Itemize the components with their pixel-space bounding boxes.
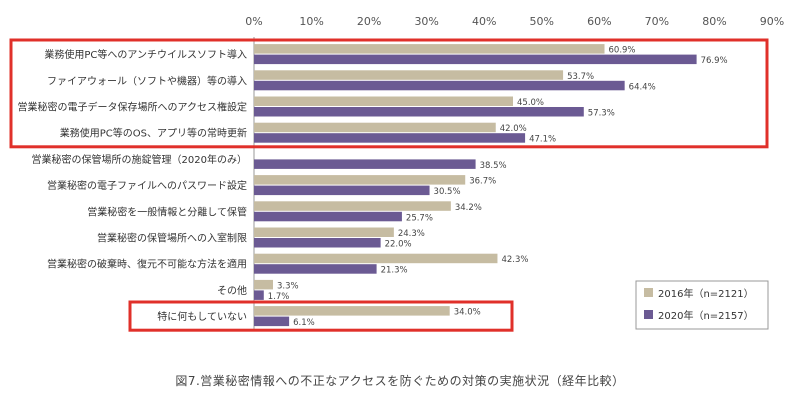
bar-value-label: 42.0% <box>500 124 527 134</box>
bar-2020 <box>254 264 377 274</box>
figure-caption: 図7.営業秘密情報への不正なアクセスを防ぐための対策の実施状況（経年比較） <box>175 374 625 388</box>
bar-value-label: 34.2% <box>455 203 482 213</box>
category-label: 営業秘密の破棄時、復元不可能な方法を適用 <box>47 258 247 271</box>
bar-2016 <box>254 44 605 54</box>
x-axis-ticks: 0% 10% 20% 30% 40% 50% 60% 70% 80% 90% <box>245 15 784 28</box>
legend: 2016年（n=2121） 2020年（n=2157） <box>635 280 769 330</box>
legend-box <box>635 280 769 330</box>
bar-value-label: 76.9% <box>701 56 728 66</box>
category-label: その他 <box>217 284 247 297</box>
legend-label: 2020年（n=2157） <box>658 309 754 322</box>
bar-2016 <box>254 201 451 211</box>
bar-value-label: 36.7% <box>469 177 496 187</box>
bar-value-label: 38.5% <box>480 161 507 171</box>
legend-label: 2016年（n=2121） <box>658 287 754 300</box>
bar-2016 <box>254 253 498 264</box>
bar-2020 <box>254 80 625 91</box>
bar-value-label: 1.7% <box>268 292 290 302</box>
bar-value-label: 57.3% <box>588 109 615 119</box>
bar-2016 <box>254 306 450 316</box>
bar-value-label: 30.5% <box>434 187 461 197</box>
category-label: 業務使用PC等のOS、アプリ等の常時更新 <box>60 127 247 140</box>
x-tick-label: 30% <box>414 15 438 28</box>
category-label: 営業秘密の保管場所への入室制限 <box>97 232 247 245</box>
highlight-box <box>9 38 769 149</box>
category-label: 営業秘密を一般情報と分離して保管 <box>87 205 247 218</box>
x-tick-label: 60% <box>587 15 611 28</box>
category-label: 営業秘密の電子ファイルへのパスワード設定 <box>47 179 247 192</box>
bar-value-label: 6.1% <box>293 318 315 328</box>
x-tick-label: 40% <box>472 15 496 28</box>
bar-value-label: 47.1% <box>529 135 556 145</box>
bar-2016 <box>254 70 564 80</box>
category-label: 特に何もしていない <box>157 310 247 323</box>
x-tick-label: 70% <box>645 15 669 28</box>
bar-2016 <box>254 122 496 133</box>
category-label: ファイアウォール（ソフトや機器）等の導入 <box>47 74 247 87</box>
x-tick-label: 50% <box>530 15 554 28</box>
category-label: 営業秘密の保管場所の施錠管理（2020年のみ） <box>32 153 247 166</box>
category-labels: 業務使用PC等へのアンチウイルスソフト導入ファイアウォール（ソフトや機器）等の導… <box>18 48 248 323</box>
bar-value-label: 64.4% <box>629 82 656 92</box>
x-tick-label: 10% <box>299 15 323 28</box>
bar-chart: 0% 10% 20% 30% 40% 50% 60% 70% 80% 90% 業務使用PC等へのア… <box>9 15 784 332</box>
bar-2016 <box>254 175 466 185</box>
highlight-boxes <box>9 38 769 332</box>
bar-value-label: 25.7% <box>406 213 433 223</box>
bar-2020 <box>254 290 264 300</box>
bars: 60.9% 76.9% 53.7% 64.4% 45.0% 57.3% 42.0%47.1%… <box>254 44 728 328</box>
bar-2020 <box>254 159 476 169</box>
bar-2016 <box>254 227 394 237</box>
legend-swatch <box>644 310 653 319</box>
bar-value-label: 21.3% <box>381 266 408 276</box>
category-label: 営業秘密の電子データ保存場所へのアクセス権設定 <box>18 101 248 114</box>
bar-value-label: 42.3% <box>501 255 528 265</box>
x-tick-label: 80% <box>702 15 726 28</box>
bar-value-label: 3.3% <box>277 281 299 291</box>
bar-2020 <box>254 316 290 327</box>
bar-2020 <box>254 107 584 117</box>
x-tick-label: 0% <box>245 15 262 28</box>
bar-2020 <box>254 211 402 222</box>
highlight-box <box>128 300 514 332</box>
category-label: 業務使用PC等へのアンチウイルスソフト導入 <box>44 48 247 61</box>
bar-value-label: 53.7% <box>567 72 594 82</box>
bar-2016 <box>254 279 273 290</box>
bar-2020 <box>254 185 430 196</box>
legend-swatch <box>644 288 653 297</box>
bar-2020 <box>254 133 526 143</box>
x-tick-label: 90% <box>760 15 784 28</box>
bar-value-label: 45.0% <box>517 98 544 108</box>
bar-2016 <box>254 96 513 106</box>
bar-value-label: 22.0% <box>385 240 412 250</box>
x-tick-label: 20% <box>357 15 381 28</box>
bar-2020 <box>254 238 381 248</box>
bar-2020 <box>254 54 697 65</box>
bar-value-label: 24.3% <box>398 229 425 239</box>
bar-value-label: 60.9% <box>609 46 636 56</box>
bar-value-label: 34.0% <box>454 308 481 318</box>
